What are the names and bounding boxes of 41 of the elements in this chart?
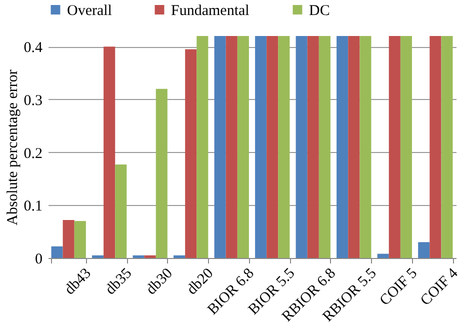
bar xyxy=(74,221,86,258)
bar xyxy=(318,36,330,258)
bar xyxy=(144,255,156,258)
y-tick-label: 0.4 xyxy=(24,40,43,56)
bar xyxy=(400,36,412,258)
bar xyxy=(92,255,104,258)
bar xyxy=(156,88,168,258)
legend-label: Fundamental xyxy=(171,2,250,19)
bar xyxy=(278,36,290,258)
bar xyxy=(430,36,442,258)
x-tick-label: db43 xyxy=(62,266,94,298)
bar xyxy=(388,36,400,258)
bar xyxy=(360,36,372,258)
bar xyxy=(174,255,186,258)
bar xyxy=(132,255,144,258)
bar xyxy=(185,49,197,258)
bar xyxy=(418,242,430,258)
bar xyxy=(377,254,389,258)
bar xyxy=(348,36,360,258)
bar xyxy=(266,36,278,258)
bar xyxy=(104,46,116,258)
bar xyxy=(214,36,226,258)
y-tick-label: 0.2 xyxy=(24,146,42,162)
legend-label: DC xyxy=(309,2,330,19)
bar xyxy=(237,36,249,258)
bar xyxy=(51,246,63,258)
bar xyxy=(115,164,127,258)
bar xyxy=(441,36,453,258)
bar xyxy=(336,36,348,258)
bar xyxy=(307,36,319,258)
y-tick-label: 0 xyxy=(35,252,42,268)
legend-label: Overall xyxy=(67,2,112,19)
bar xyxy=(226,36,238,258)
bar xyxy=(196,36,208,258)
y-axis-title: Absolute percentage error xyxy=(4,70,21,226)
bar xyxy=(296,36,308,258)
bar xyxy=(255,36,267,258)
bar xyxy=(62,220,74,258)
y-tick-label: 0.3 xyxy=(24,92,42,109)
x-tick-label: db30 xyxy=(143,266,176,298)
y-tick-label: 0.1 xyxy=(24,198,42,215)
